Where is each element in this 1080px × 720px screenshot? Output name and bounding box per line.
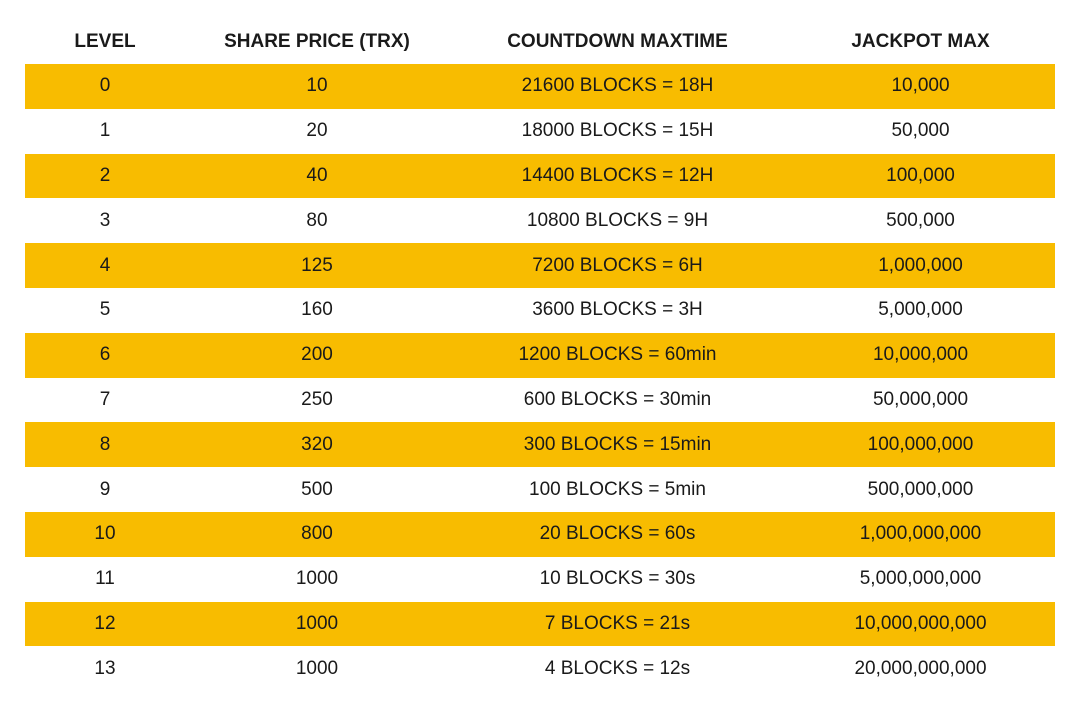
jackpot-cell: 5,000,000 [878, 299, 963, 321]
countdown-cell: 100 BLOCKS = 5min [529, 478, 706, 500]
level-cell: 5 [99, 299, 111, 321]
table-row: 8 320 300 BLOCKS = 15min 100,000,000 [25, 422, 1055, 468]
level-cell: 0 [99, 75, 111, 97]
jackpot-cell: 1,000,000,000 [859, 523, 982, 545]
level-cell: 10 [94, 523, 116, 545]
countdown-cell: 10 BLOCKS = 30s [539, 568, 696, 590]
share-price-cell: 200 [301, 344, 333, 366]
level-cell: 6 [99, 344, 111, 366]
jackpot-cell: 20,000,000,000 [854, 657, 987, 679]
jackpot-cell: 10,000,000 [872, 344, 969, 366]
countdown-cell: 300 BLOCKS = 15min [523, 433, 712, 455]
table-row: 3 80 10800 BLOCKS = 9H 500,000 [25, 198, 1055, 243]
countdown-cell: 21600 BLOCKS = 18H [521, 75, 714, 97]
header-level: LEVEL [74, 31, 136, 52]
share-price-cell: 1000 [295, 657, 339, 679]
jackpot-cell: 100,000,000 [867, 433, 974, 455]
levels-table: LEVEL SHARE PRICE (TRX) COUNTDOWN MAXTIM… [25, 20, 1055, 691]
jackpot-cell: 5,000,000,000 [859, 568, 982, 590]
jackpot-cell: 50,000 [891, 120, 950, 142]
level-cell: 7 [99, 388, 111, 410]
header-share-price: SHARE PRICE (TRX) [224, 31, 410, 52]
level-cell: 4 [99, 254, 111, 276]
countdown-cell: 10800 BLOCKS = 9H [526, 209, 709, 231]
table-row: 2 40 14400 BLOCKS = 12H 100,000 [25, 153, 1055, 199]
countdown-cell: 7200 BLOCKS = 6H [532, 254, 703, 276]
share-price-cell: 250 [301, 388, 333, 410]
countdown-cell: 1200 BLOCKS = 60min [518, 344, 717, 366]
jackpot-cell: 10,000 [891, 75, 950, 97]
countdown-cell: 600 BLOCKS = 30min [523, 388, 712, 410]
countdown-cell: 18000 BLOCKS = 15H [521, 120, 714, 142]
share-price-cell: 40 [306, 164, 328, 186]
table-row: 10 800 20 BLOCKS = 60s 1,000,000,000 [25, 511, 1055, 557]
countdown-cell: 7 BLOCKS = 21s [544, 612, 691, 634]
table-row: 11 1000 10 BLOCKS = 30s 5,000,000,000 [25, 557, 1055, 602]
table-row: 7 250 600 BLOCKS = 30min 50,000,000 [25, 378, 1055, 423]
table-row: 9 500 100 BLOCKS = 5min 500,000,000 [25, 467, 1055, 512]
countdown-cell: 3600 BLOCKS = 3H [532, 299, 703, 321]
header-jackpot-max: JACKPOT MAX [851, 31, 990, 52]
header-countdown-maxtime: COUNTDOWN MAXTIME [507, 31, 728, 52]
table-row: 12 1000 7 BLOCKS = 21s 10,000,000,000 [25, 601, 1055, 647]
table-row: 0 10 21600 BLOCKS = 18H 10,000 [25, 64, 1055, 109]
jackpot-cell: 100,000 [886, 164, 955, 186]
share-price-cell: 500 [301, 478, 333, 500]
share-price-cell: 20 [306, 120, 328, 142]
level-cell: 2 [99, 164, 111, 186]
jackpot-cell: 1,000,000 [878, 254, 963, 276]
share-price-cell: 800 [301, 523, 333, 545]
share-price-cell: 80 [306, 209, 328, 231]
countdown-cell: 4 BLOCKS = 12s [544, 657, 691, 679]
level-cell: 8 [99, 433, 111, 455]
table-row: 6 200 1200 BLOCKS = 60min 10,000,000 [25, 332, 1055, 378]
level-cell: 1 [99, 120, 111, 142]
level-cell: 12 [94, 612, 116, 634]
level-cell: 9 [99, 478, 111, 500]
table-row: 5 160 3600 BLOCKS = 3H 5,000,000 [25, 288, 1055, 333]
jackpot-cell: 500,000,000 [867, 478, 974, 500]
jackpot-cell: 10,000,000,000 [854, 612, 987, 634]
share-price-cell: 160 [301, 299, 333, 321]
share-price-cell: 10 [306, 75, 328, 97]
countdown-cell: 20 BLOCKS = 60s [539, 523, 696, 545]
share-price-cell: 125 [301, 254, 333, 276]
share-price-cell: 1000 [295, 568, 339, 590]
share-price-cell: 320 [301, 433, 333, 455]
level-cell: 11 [95, 568, 115, 590]
table-row: 13 1000 4 BLOCKS = 12s 20,000,000,000 [25, 646, 1055, 691]
table-header-row: LEVEL SHARE PRICE (TRX) COUNTDOWN MAXTIM… [25, 20, 1055, 64]
share-price-cell: 1000 [295, 612, 339, 634]
level-cell: 3 [99, 209, 111, 231]
table-row: 4 125 7200 BLOCKS = 6H 1,000,000 [25, 243, 1055, 288]
table-row: 1 20 18000 BLOCKS = 15H 50,000 [25, 109, 1055, 154]
countdown-cell: 14400 BLOCKS = 12H [521, 164, 714, 186]
jackpot-cell: 500,000 [886, 209, 955, 231]
level-cell: 13 [94, 657, 116, 679]
jackpot-cell: 50,000,000 [872, 388, 969, 410]
